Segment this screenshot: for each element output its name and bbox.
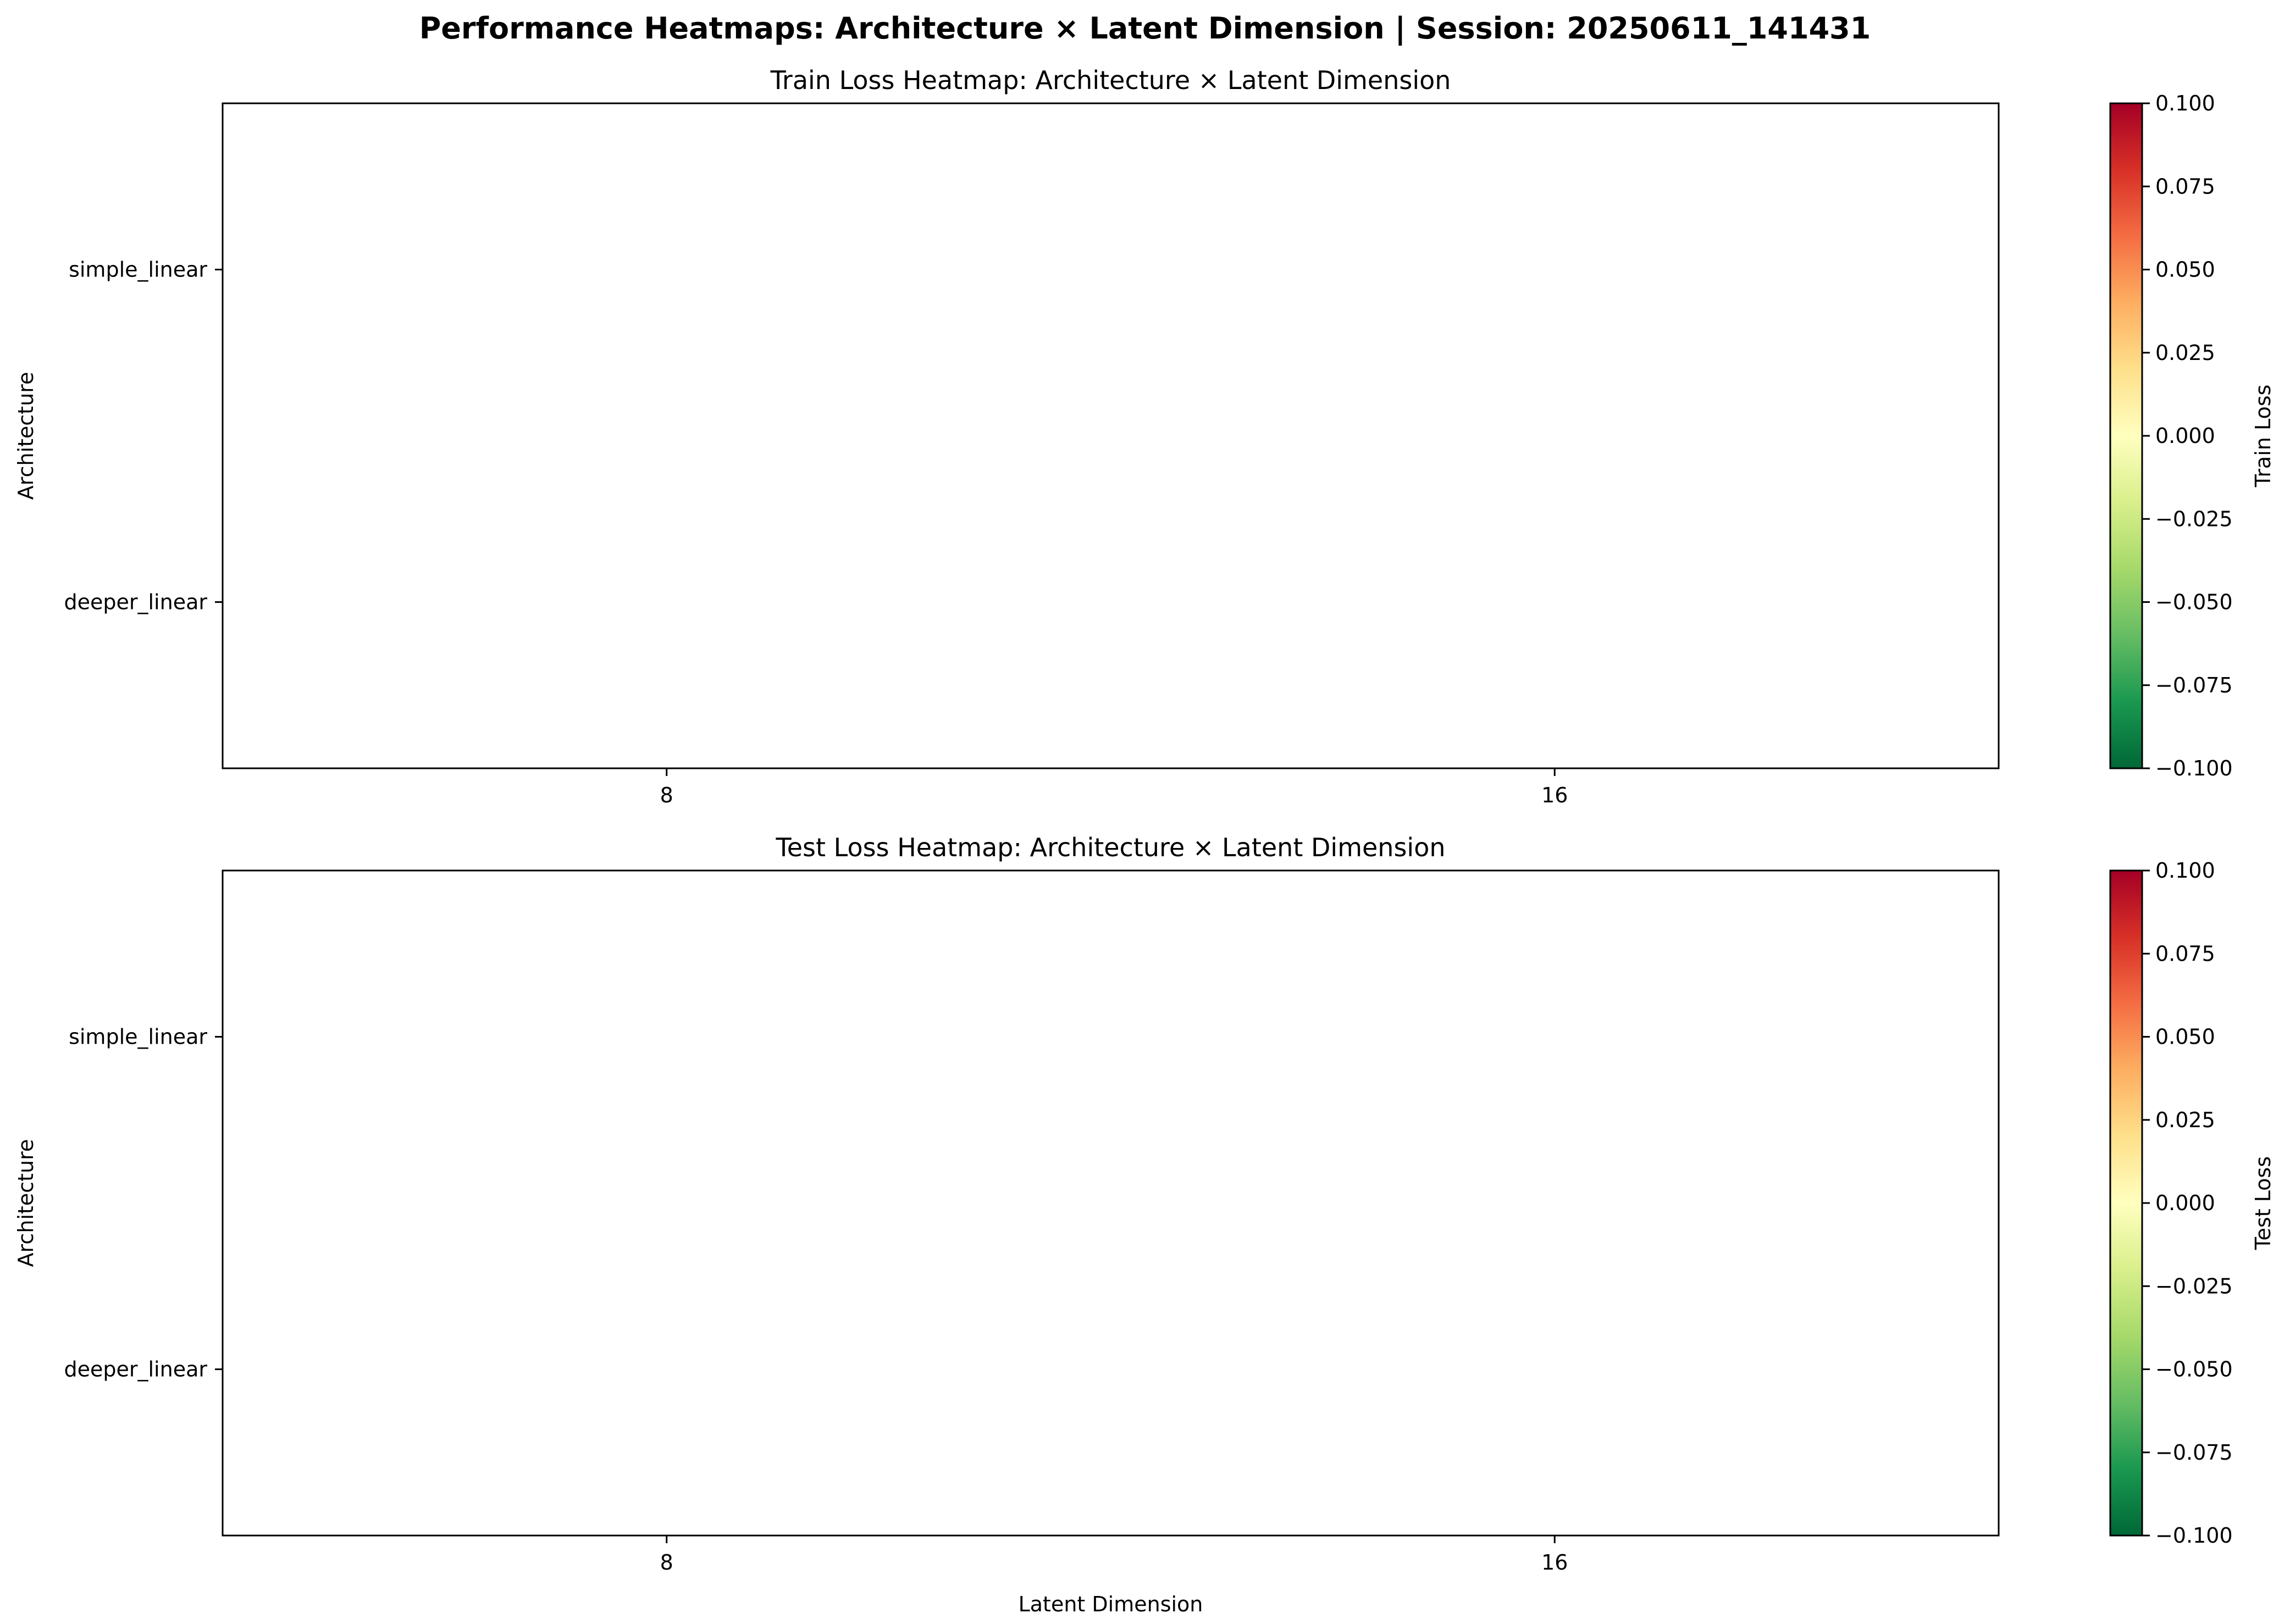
x-tick-label: 8 — [660, 1550, 673, 1575]
y-tick-label: deeper_linear — [64, 590, 208, 614]
heatmap-cell — [223, 871, 1111, 1203]
colorbar — [2109, 869, 2143, 1537]
colorbar-tick-label: 0.000 — [2155, 424, 2215, 448]
y-axis-label: Architecture — [14, 372, 38, 500]
y-axis-label: Architecture — [14, 1139, 38, 1267]
colorbar-tick-label: 0.050 — [2155, 1025, 2215, 1049]
x-axis-label: Latent Dimension — [1019, 1592, 1203, 1616]
x-tick-label: 16 — [1541, 783, 1568, 807]
colorbar — [2109, 102, 2143, 769]
colorbar-tick-label: 0.075 — [2155, 941, 2215, 966]
colorbar-tick-label: −0.025 — [2155, 1274, 2233, 1298]
panel-title: Test Loss Heatmap: Architecture × Latent… — [775, 833, 1445, 862]
colorbar-tick-label: 0.025 — [2155, 341, 2215, 365]
heatmap-cell — [1110, 103, 1999, 436]
heatmap-panel-1: Train Loss Heatmap: Architecture × Laten… — [14, 65, 2275, 807]
colorbar-label: Test Loss — [2251, 1156, 2275, 1250]
colorbar-tick-label: −0.050 — [2155, 1357, 2233, 1382]
axes-frame — [222, 869, 2000, 1537]
colorbar-tick-label: 0.050 — [2155, 258, 2215, 282]
colorbar-tick-label: −0.025 — [2155, 507, 2233, 531]
heatmap-cell — [223, 103, 1111, 436]
x-tick-label: 16 — [1541, 1550, 1568, 1575]
heatmap-cell — [1110, 436, 1999, 768]
heatmap-cell — [223, 436, 1111, 768]
colorbar-tick-label: −0.100 — [2155, 1523, 2233, 1548]
heatmap-cell — [1110, 871, 1999, 1203]
y-tick-label: simple_linear — [69, 1025, 207, 1049]
colorbar-tick-label: −0.075 — [2155, 673, 2233, 697]
colorbar-tick-label: −0.050 — [2155, 590, 2233, 614]
x-tick-label: 8 — [660, 783, 673, 807]
colorbar-tick-label: −0.075 — [2155, 1440, 2233, 1465]
colorbar-tick-label: 0.100 — [2155, 858, 2215, 883]
figure-title: Performance Heatmaps: Architecture × Lat… — [419, 11, 1871, 46]
y-tick-label: simple_linear — [69, 258, 207, 282]
panel-title: Train Loss Heatmap: Architecture × Laten… — [770, 65, 1451, 95]
y-tick-label: deeper_linear — [64, 1357, 208, 1382]
colorbar-tick-label: 0.025 — [2155, 1108, 2215, 1132]
colorbar-tick-label: 0.075 — [2155, 174, 2215, 198]
colorbar-label: Train Loss — [2251, 385, 2275, 488]
heatmap-cell — [223, 1203, 1111, 1536]
colorbar-tick-label: −0.100 — [2155, 756, 2233, 780]
heatmap-cell — [1110, 1203, 1999, 1536]
axes-frame — [222, 102, 2000, 769]
heatmap-panel-2: Test Loss Heatmap: Architecture × Latent… — [14, 833, 2275, 1616]
colorbar-tick-label: 0.000 — [2155, 1191, 2215, 1215]
colorbar-tick-label: 0.100 — [2155, 91, 2215, 115]
